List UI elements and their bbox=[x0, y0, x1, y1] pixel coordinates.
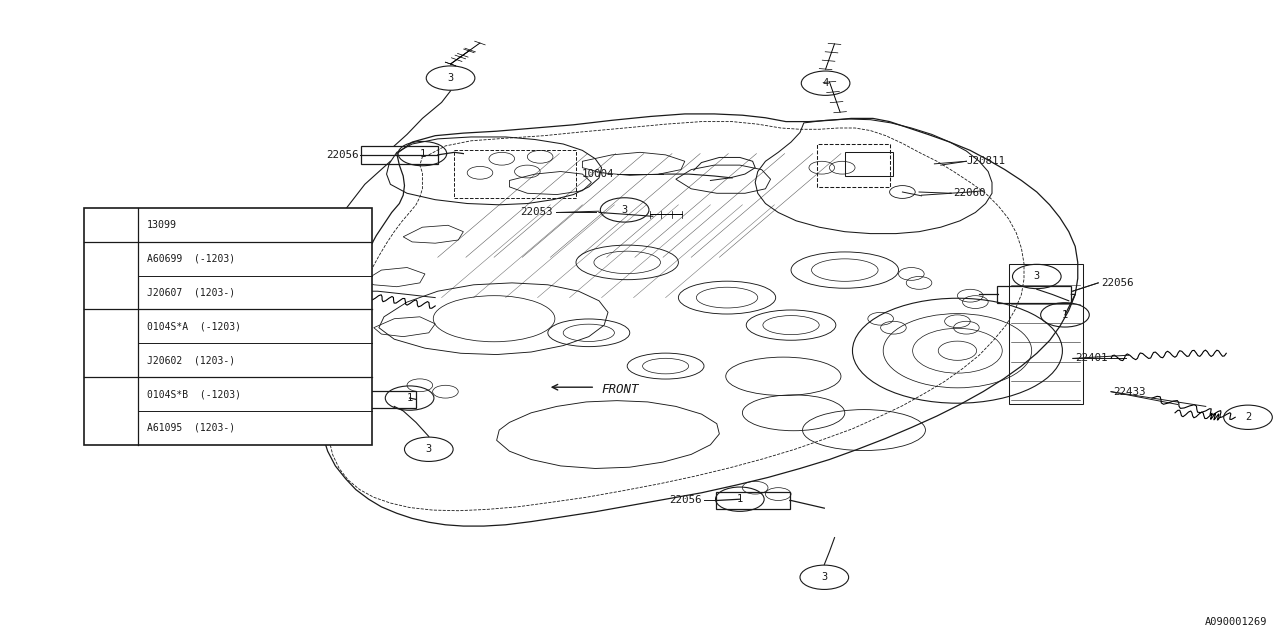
Text: 22433: 22433 bbox=[209, 237, 241, 247]
Text: 3: 3 bbox=[448, 73, 453, 83]
Text: 0104S*A  (-1203): 0104S*A (-1203) bbox=[147, 321, 241, 332]
Text: 22056: 22056 bbox=[669, 495, 701, 506]
Text: 10004: 10004 bbox=[582, 169, 614, 179]
Text: A61095  (1203-): A61095 (1203-) bbox=[147, 423, 236, 433]
Text: 1: 1 bbox=[1062, 310, 1068, 320]
Text: 3: 3 bbox=[109, 339, 114, 348]
Text: 22433: 22433 bbox=[1114, 387, 1146, 397]
Text: 22056: 22056 bbox=[326, 150, 358, 160]
Text: 22060: 22060 bbox=[954, 188, 986, 198]
Text: J20602  (1203-): J20602 (1203-) bbox=[147, 355, 236, 365]
FancyBboxPatch shape bbox=[84, 208, 372, 445]
Text: 1: 1 bbox=[109, 220, 114, 230]
Text: 22401: 22401 bbox=[1075, 353, 1107, 364]
Text: 4: 4 bbox=[823, 78, 828, 88]
Text: A60699  (-1203): A60699 (-1203) bbox=[147, 253, 236, 264]
Text: 1: 1 bbox=[407, 393, 412, 403]
Text: 22053: 22053 bbox=[521, 207, 553, 218]
Text: 22401: 22401 bbox=[285, 284, 317, 294]
Text: 13099: 13099 bbox=[147, 220, 177, 230]
Text: 1: 1 bbox=[737, 494, 742, 504]
Text: 3: 3 bbox=[622, 205, 627, 215]
Text: 22056: 22056 bbox=[1101, 278, 1133, 288]
Text: 2: 2 bbox=[247, 218, 252, 228]
Text: 3: 3 bbox=[822, 572, 827, 582]
Text: 2: 2 bbox=[1245, 412, 1251, 422]
Text: A090001269: A090001269 bbox=[1204, 617, 1267, 627]
Text: J20607  (1203-): J20607 (1203-) bbox=[147, 287, 236, 298]
Text: 1: 1 bbox=[420, 148, 425, 159]
Text: J20811: J20811 bbox=[966, 156, 1005, 166]
Text: 0104S*B  (-1203): 0104S*B (-1203) bbox=[147, 389, 241, 399]
Text: 2: 2 bbox=[109, 271, 114, 281]
Text: 3: 3 bbox=[1034, 271, 1039, 282]
Text: 4: 4 bbox=[109, 406, 114, 416]
Text: 3: 3 bbox=[426, 444, 431, 454]
Text: 22056: 22056 bbox=[301, 393, 333, 403]
Text: FRONT: FRONT bbox=[602, 383, 639, 396]
